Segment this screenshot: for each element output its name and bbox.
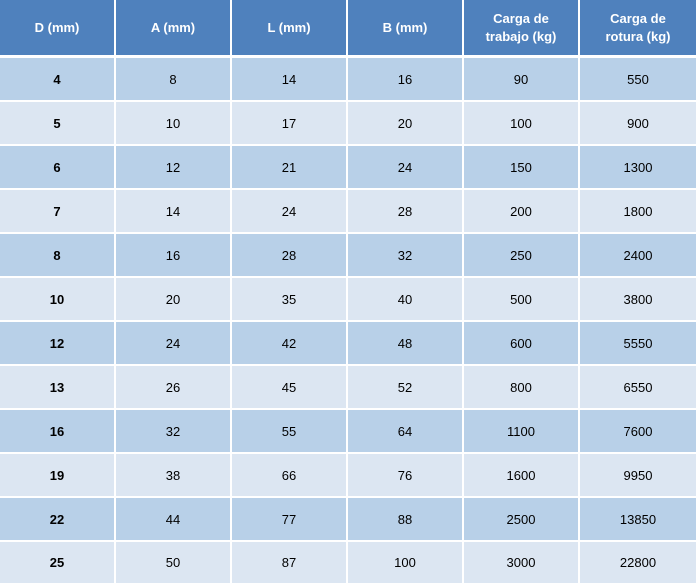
cell-d: 5	[0, 102, 116, 146]
table-body: 4 8 14 16 90 550 5 10 17 20 100 900 6 12 21 24 150 1300 7 1…	[0, 58, 696, 583]
cell-breaking-load: 2400	[580, 234, 696, 278]
cell-breaking-load: 900	[580, 102, 696, 146]
cell-breaking-load: 22800	[580, 542, 696, 583]
cell-breaking-load: 3800	[580, 278, 696, 322]
cell-d: 16	[0, 410, 116, 454]
cell-b: 16	[348, 58, 464, 102]
header-working-load: Carga de trabajo (kg)	[464, 0, 580, 58]
cell-a: 10	[116, 102, 232, 146]
cell-d: 19	[0, 454, 116, 498]
cell-breaking-load: 13850	[580, 498, 696, 542]
header-d: D (mm)	[0, 0, 116, 58]
cell-l: 17	[232, 102, 348, 146]
cell-a: 8	[116, 58, 232, 102]
cell-d: 12	[0, 322, 116, 366]
cell-working-load: 3000	[464, 542, 580, 583]
cell-b: 64	[348, 410, 464, 454]
cell-b: 88	[348, 498, 464, 542]
table-row: 8 16 28 32 250 2400	[0, 234, 696, 278]
table-row: 6 12 21 24 150 1300	[0, 146, 696, 190]
cell-working-load: 800	[464, 366, 580, 410]
table-row: 10 20 35 40 500 3800	[0, 278, 696, 322]
cell-b: 40	[348, 278, 464, 322]
cell-working-load: 250	[464, 234, 580, 278]
table-row: 25 50 87 100 3000 22800	[0, 542, 696, 583]
table-header: D (mm) A (mm) L (mm) B (mm) Carga de trab…	[0, 0, 696, 58]
cell-a: 24	[116, 322, 232, 366]
cell-d: 13	[0, 366, 116, 410]
table-row: 22 44 77 88 2500 13850	[0, 498, 696, 542]
cell-b: 76	[348, 454, 464, 498]
cell-l: 45	[232, 366, 348, 410]
header-row: D (mm) A (mm) L (mm) B (mm) Carga de trab…	[0, 0, 696, 58]
table-row: 16 32 55 64 1100 7600	[0, 410, 696, 454]
cell-breaking-load: 6550	[580, 366, 696, 410]
cell-l: 66	[232, 454, 348, 498]
cell-d: 22	[0, 498, 116, 542]
cell-working-load: 2500	[464, 498, 580, 542]
cell-breaking-load: 9950	[580, 454, 696, 498]
cell-a: 16	[116, 234, 232, 278]
cell-working-load: 1100	[464, 410, 580, 454]
cell-a: 38	[116, 454, 232, 498]
header-a: A (mm)	[116, 0, 232, 58]
table-row: 7 14 24 28 200 1800	[0, 190, 696, 234]
cell-a: 50	[116, 542, 232, 583]
header-b: B (mm)	[348, 0, 464, 58]
cell-d: 8	[0, 234, 116, 278]
cell-d: 4	[0, 58, 116, 102]
cell-working-load: 1600	[464, 454, 580, 498]
cell-b: 28	[348, 190, 464, 234]
table-row: 5 10 17 20 100 900	[0, 102, 696, 146]
cell-a: 32	[116, 410, 232, 454]
cell-l: 55	[232, 410, 348, 454]
cell-a: 12	[116, 146, 232, 190]
cell-working-load: 500	[464, 278, 580, 322]
header-breaking-load: Carga de rotura (kg)	[580, 0, 696, 58]
cell-breaking-load: 7600	[580, 410, 696, 454]
cell-l: 42	[232, 322, 348, 366]
cell-breaking-load: 5550	[580, 322, 696, 366]
cell-d: 25	[0, 542, 116, 583]
cell-breaking-load: 550	[580, 58, 696, 102]
cell-l: 87	[232, 542, 348, 583]
table-row: 19 38 66 76 1600 9950	[0, 454, 696, 498]
table-row: 4 8 14 16 90 550	[0, 58, 696, 102]
cell-l: 28	[232, 234, 348, 278]
table-row: 12 24 42 48 600 5550	[0, 322, 696, 366]
cell-working-load: 200	[464, 190, 580, 234]
cell-working-load: 100	[464, 102, 580, 146]
cell-d: 7	[0, 190, 116, 234]
cell-b: 32	[348, 234, 464, 278]
cell-l: 24	[232, 190, 348, 234]
cell-l: 77	[232, 498, 348, 542]
cell-a: 26	[116, 366, 232, 410]
cell-breaking-load: 1800	[580, 190, 696, 234]
cell-a: 14	[116, 190, 232, 234]
cell-a: 44	[116, 498, 232, 542]
cell-b: 52	[348, 366, 464, 410]
cell-l: 35	[232, 278, 348, 322]
cell-l: 14	[232, 58, 348, 102]
header-l: L (mm)	[232, 0, 348, 58]
cell-working-load: 90	[464, 58, 580, 102]
cell-l: 21	[232, 146, 348, 190]
cell-a: 20	[116, 278, 232, 322]
cell-breaking-load: 1300	[580, 146, 696, 190]
cell-d: 6	[0, 146, 116, 190]
cell-b: 100	[348, 542, 464, 583]
table-row: 13 26 45 52 800 6550	[0, 366, 696, 410]
cell-b: 20	[348, 102, 464, 146]
cell-b: 24	[348, 146, 464, 190]
cell-d: 10	[0, 278, 116, 322]
cell-b: 48	[348, 322, 464, 366]
cell-working-load: 150	[464, 146, 580, 190]
cell-working-load: 600	[464, 322, 580, 366]
